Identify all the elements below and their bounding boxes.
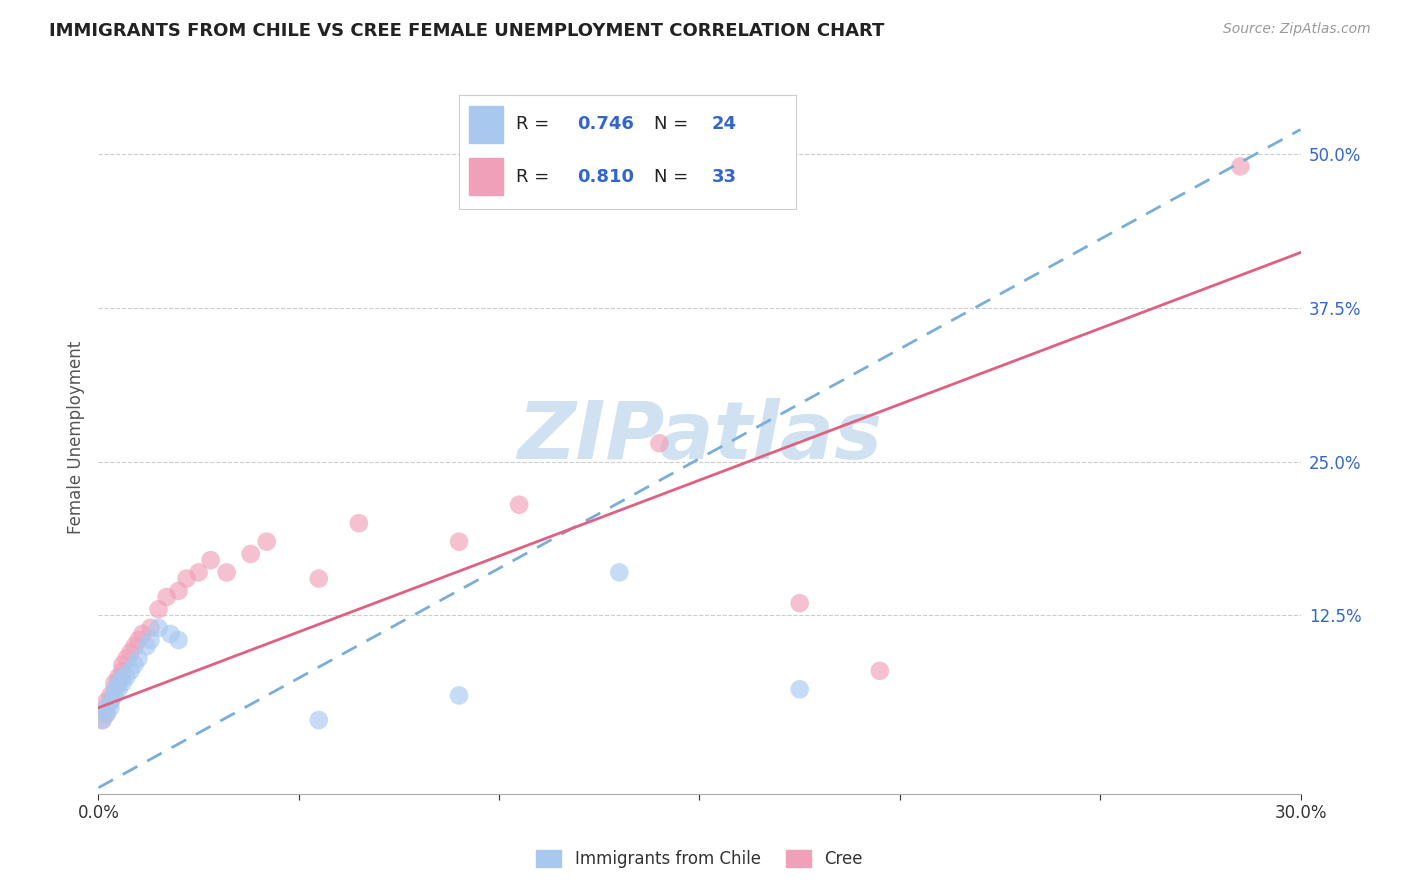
Point	[789, 596, 811, 610]
Point	[508, 498, 530, 512]
Point	[148, 621, 170, 635]
Point	[176, 572, 198, 586]
Point	[96, 700, 118, 714]
Point	[155, 590, 177, 604]
Point	[215, 566, 238, 580]
Point	[869, 664, 891, 678]
Point	[128, 651, 150, 665]
Point	[124, 657, 146, 672]
Point	[96, 695, 118, 709]
Point	[447, 534, 470, 549]
Point	[111, 676, 134, 690]
Point	[187, 566, 209, 580]
Point	[100, 695, 122, 709]
Point	[91, 713, 114, 727]
Point	[111, 657, 134, 672]
Point	[347, 516, 370, 531]
Point	[100, 689, 122, 703]
Point	[239, 547, 262, 561]
Point	[107, 676, 129, 690]
Point	[648, 436, 671, 450]
Point	[107, 682, 129, 697]
Point	[1229, 160, 1251, 174]
Point	[120, 645, 142, 659]
Point	[308, 713, 330, 727]
Point	[167, 633, 190, 648]
Point	[124, 639, 146, 653]
Point	[789, 682, 811, 697]
Point	[120, 664, 142, 678]
Point	[103, 682, 125, 697]
Point	[609, 566, 631, 580]
Point	[100, 700, 122, 714]
Point	[100, 695, 122, 709]
Point	[91, 713, 114, 727]
Point	[131, 627, 153, 641]
Point	[135, 639, 157, 653]
Point	[103, 676, 125, 690]
Y-axis label: Female Unemployment: Female Unemployment	[66, 341, 84, 533]
Point	[200, 553, 222, 567]
Point	[107, 676, 129, 690]
Point	[111, 664, 134, 678]
Point	[115, 651, 138, 665]
Point	[139, 633, 162, 648]
Text: ZIPatlas: ZIPatlas	[517, 398, 882, 476]
Point	[159, 627, 181, 641]
Point	[139, 621, 162, 635]
Point	[256, 534, 278, 549]
Point	[115, 670, 138, 684]
Point	[111, 670, 134, 684]
Point	[96, 706, 118, 721]
Point	[128, 633, 150, 648]
Point	[96, 706, 118, 721]
Point	[308, 572, 330, 586]
Point	[148, 602, 170, 616]
Point	[167, 583, 190, 598]
Legend: Immigrants from Chile, Cree: Immigrants from Chile, Cree	[530, 843, 869, 875]
Text: Source: ZipAtlas.com: Source: ZipAtlas.com	[1223, 22, 1371, 37]
Point	[107, 670, 129, 684]
Point	[103, 689, 125, 703]
Text: IMMIGRANTS FROM CHILE VS CREE FEMALE UNEMPLOYMENT CORRELATION CHART: IMMIGRANTS FROM CHILE VS CREE FEMALE UNE…	[49, 22, 884, 40]
Point	[447, 689, 470, 703]
